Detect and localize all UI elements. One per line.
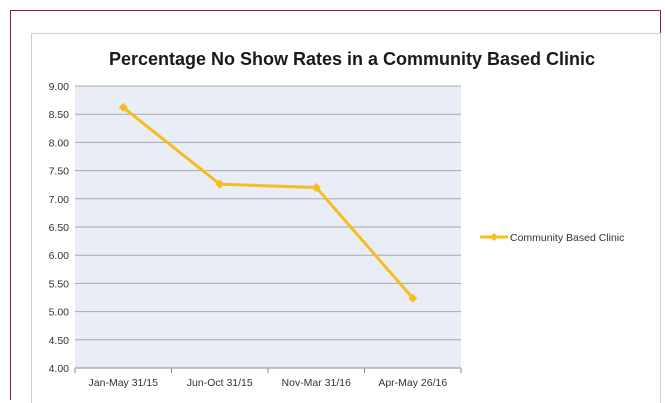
data-point (118, 102, 128, 112)
x-tick-label: Jan-May 31/15 (89, 377, 159, 389)
x-tick-label: Apr-May 26/16 (378, 377, 447, 389)
series-line (122, 106, 414, 300)
x-tick-label: Nov-Mar 31/16 (282, 377, 352, 389)
legend-swatch-marker (490, 233, 498, 241)
legend-label: Community Based Clinic (510, 232, 624, 244)
y-tick-label: 6.50 (49, 222, 70, 234)
y-tick-label: 8.50 (49, 109, 70, 121)
y-tick-label: 4.50 (49, 335, 70, 347)
y-tick-label: 8.00 (49, 137, 70, 149)
y-tick-label: 7.50 (49, 166, 70, 178)
y-tick-label: 5.00 (49, 307, 70, 319)
data-point (215, 179, 225, 189)
plot-area: 4.00 4.50 5.00 5.50 6.00 6.50 7.00 7.50 8.00 8.50… (49, 81, 625, 389)
data-point (408, 293, 418, 303)
y-tick-label: 7.00 (49, 194, 70, 206)
y-tick-label: 5.50 (49, 278, 70, 290)
line-chart: Percentage No Show Rates in a Community … (49, 49, 625, 389)
chart-title: Percentage No Show Rates in a Community … (109, 49, 595, 69)
y-tick-label: 6.00 (49, 250, 70, 262)
y-tick-label: 9.00 (49, 81, 70, 93)
y-tick-label: 4.00 (49, 363, 70, 375)
x-tick-label: Jun-Oct 31/15 (187, 377, 253, 389)
data-point (311, 183, 321, 193)
